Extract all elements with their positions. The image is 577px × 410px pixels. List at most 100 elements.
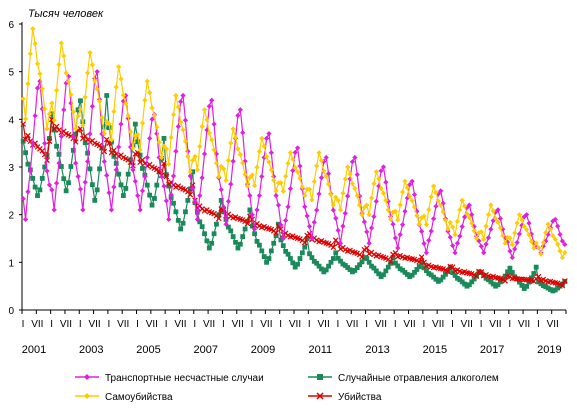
data-point: [182, 117, 189, 123]
data-point: [118, 121, 124, 127]
data-point: [273, 188, 279, 194]
data-point: [144, 154, 150, 161]
data-point: [552, 236, 558, 242]
data-point: [292, 149, 298, 156]
data-point: [244, 220, 251, 227]
data-point: [378, 185, 384, 192]
data-point: [497, 215, 503, 222]
data-point: [152, 196, 157, 201]
data-point: [490, 218, 496, 224]
data-point: [447, 219, 453, 226]
data-point: [352, 268, 358, 273]
data-point: [509, 270, 515, 275]
data-point: [73, 126, 79, 132]
x-month-label: I: [422, 319, 425, 330]
data-point: [161, 143, 167, 149]
data-point: [211, 147, 217, 153]
data-point: [550, 233, 556, 239]
data-point: [80, 207, 86, 213]
data-point: [502, 240, 508, 246]
data-point: [242, 226, 248, 232]
data-point: [101, 158, 107, 165]
data-point: [161, 160, 167, 167]
data-point: [58, 40, 64, 46]
legend-label: Самоубийства: [105, 391, 173, 403]
data-point: [354, 193, 360, 199]
x-month-label: I: [337, 319, 340, 330]
data-point: [101, 124, 107, 130]
data-point: [53, 123, 60, 130]
data-point: [34, 61, 41, 67]
data-point: [466, 282, 472, 288]
data-point: [290, 167, 296, 174]
x-month-label: VII: [547, 319, 559, 330]
data-point: [335, 227, 341, 233]
data-point: [416, 264, 422, 270]
data-point: [116, 171, 122, 177]
data-point: [454, 218, 461, 224]
data-point: [445, 268, 451, 275]
x-month-label: VII: [117, 319, 129, 330]
data-point: [209, 240, 215, 246]
data-point: [204, 238, 210, 244]
data-point: [502, 278, 508, 284]
data-point: [225, 157, 231, 163]
data-point: [49, 100, 55, 106]
data-point: [321, 168, 327, 174]
data-point: [535, 244, 542, 251]
data-point: [66, 180, 71, 186]
data-point: [94, 69, 100, 75]
x-month-label: VII: [232, 319, 244, 330]
data-point: [533, 264, 539, 270]
data-point: [397, 202, 403, 208]
data-point: [44, 168, 50, 174]
data-point: [135, 139, 141, 145]
data-point: [271, 177, 277, 183]
data-point: [407, 193, 413, 199]
data-point: [500, 226, 506, 232]
data-point: [363, 245, 370, 251]
data-point: [204, 117, 210, 123]
data-point: [423, 250, 430, 256]
data-point: [68, 91, 74, 98]
data-point: [285, 160, 291, 167]
data-point: [194, 167, 200, 173]
data-point: [127, 129, 134, 135]
y-unit-label: Тысяч человек: [28, 8, 104, 20]
data-point: [58, 164, 64, 169]
y-tick-label: 5: [8, 68, 14, 79]
x-month-label: VII: [146, 319, 158, 330]
data-point: [139, 157, 146, 163]
data-point: [230, 234, 236, 239]
data-point: [108, 137, 115, 143]
data-point: [469, 279, 475, 285]
data-point: [252, 231, 258, 237]
legend-item: Убийства: [308, 391, 382, 403]
data-point: [53, 180, 60, 186]
data-point: [414, 267, 420, 272]
data-point: [504, 239, 511, 245]
data-point: [383, 268, 389, 274]
legend-item: Случайные отравления алкоголем: [308, 373, 499, 384]
data-point: [268, 150, 274, 156]
data-point: [488, 202, 494, 208]
data-point: [166, 216, 172, 223]
data-point: [290, 156, 296, 162]
data-point: [216, 173, 222, 180]
data-point: [302, 204, 308, 210]
data-point: [461, 203, 468, 209]
x-month-label: I: [365, 319, 368, 330]
data-point: [547, 226, 554, 232]
data-point: [111, 184, 117, 190]
data-point: [294, 169, 301, 175]
data-point: [297, 256, 303, 261]
data-point: [442, 217, 449, 223]
data-point: [51, 207, 57, 213]
data-point: [139, 120, 146, 126]
data-point: [440, 209, 446, 215]
data-point: [323, 267, 329, 273]
data-point: [144, 78, 150, 84]
data-point: [37, 71, 43, 77]
data-point: [171, 200, 176, 206]
data-point: [77, 186, 84, 192]
